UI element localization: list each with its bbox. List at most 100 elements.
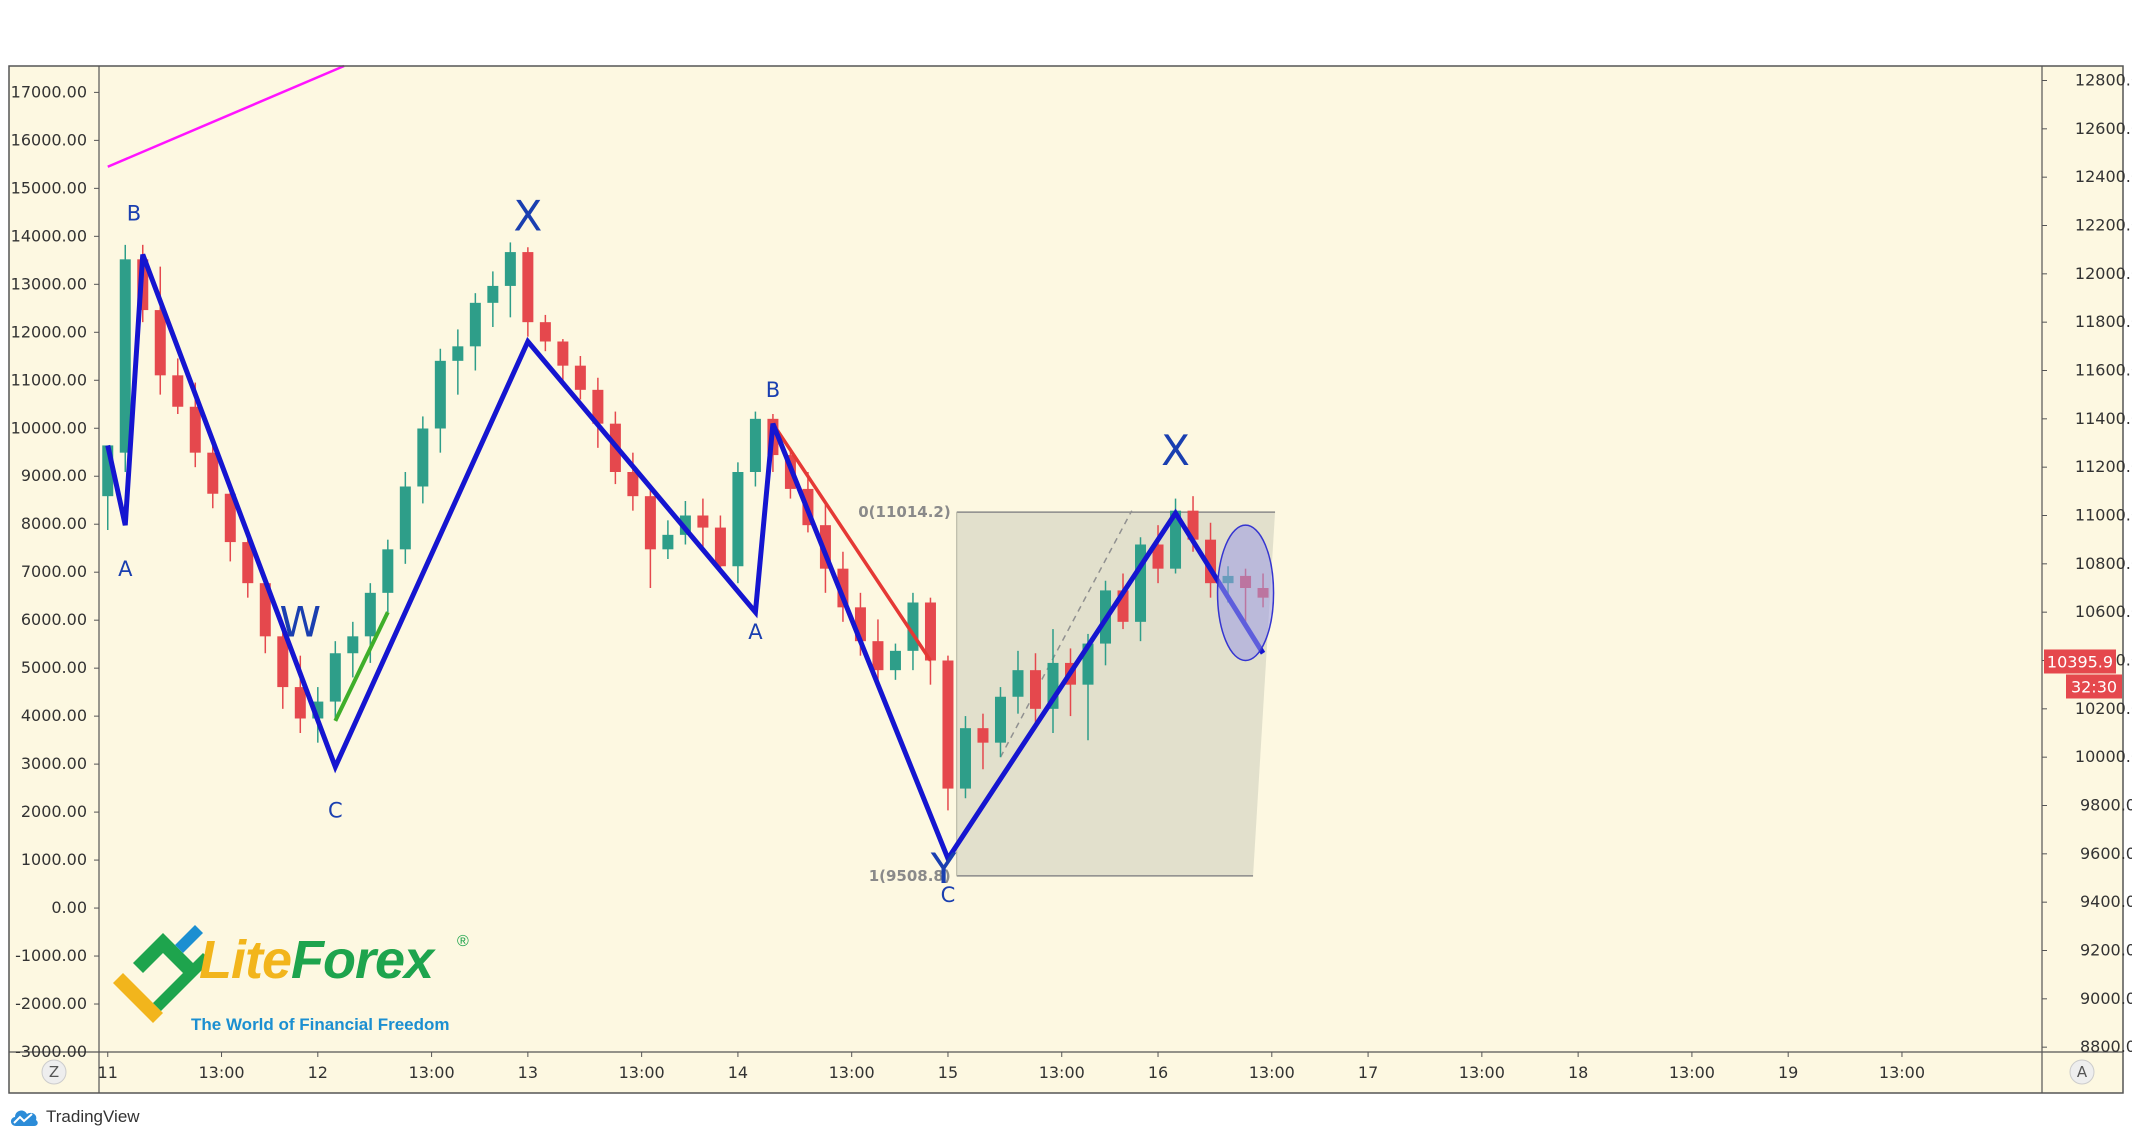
time-tick-label: 11 xyxy=(98,1063,118,1082)
fib-zone xyxy=(956,512,1276,876)
left-tick-label: -2000.00 xyxy=(15,994,87,1013)
candle-body xyxy=(994,696,1006,743)
candle xyxy=(977,713,989,770)
left-tick-label: -1000.00 xyxy=(15,946,87,965)
left-tick-label: 0.00 xyxy=(51,898,87,917)
wave-label-b: B xyxy=(127,202,141,226)
wave-label-x: X xyxy=(1161,426,1190,475)
candle-body xyxy=(294,687,306,719)
candle-body xyxy=(102,445,114,497)
left-tick-label: 16000.00 xyxy=(11,130,87,149)
left-tick-label: 17000.00 xyxy=(11,82,87,101)
candle xyxy=(469,293,481,371)
candle-body xyxy=(364,592,376,637)
candle xyxy=(242,534,254,598)
red-trend-line xyxy=(771,422,932,662)
candle xyxy=(942,655,954,811)
candle-body xyxy=(469,302,481,347)
liteforex-emblem-icon xyxy=(113,925,211,1023)
candle-body xyxy=(242,542,254,584)
left-tick-label: 1000.00 xyxy=(21,850,87,869)
tradingview-brand-name: TradingView xyxy=(46,1107,140,1126)
candle-body xyxy=(1047,662,1059,709)
time-tick-label: 14 xyxy=(728,1063,748,1082)
candle-body xyxy=(959,728,971,789)
candle xyxy=(592,377,604,448)
right-tick-label: 8800.0 xyxy=(2080,1037,2132,1056)
candle-body xyxy=(522,252,534,323)
candle xyxy=(1152,525,1164,584)
elliott-wave-path xyxy=(105,253,1266,865)
countdown-tag xyxy=(2066,674,2122,699)
candle xyxy=(574,356,586,400)
left-tick-label: 2000.00 xyxy=(21,802,87,821)
candle-body xyxy=(889,650,901,671)
candlestick-series xyxy=(102,242,1269,811)
candle-body xyxy=(1012,670,1024,697)
candle-body xyxy=(749,418,761,472)
candle-body xyxy=(627,472,639,497)
candle-body xyxy=(557,341,569,366)
right-tick-label: 12400.0 xyxy=(2075,167,2132,186)
time-tick-label: 13:00 xyxy=(1459,1063,1505,1082)
right-tick-label: 12000.0 xyxy=(2075,264,2132,283)
tradingview-cloud-icon xyxy=(10,1110,38,1126)
candle-body xyxy=(172,375,184,407)
wave-label-a: A xyxy=(118,557,133,581)
time-tick-label: 13 xyxy=(518,1063,538,1082)
candle-body xyxy=(1152,544,1164,569)
candle xyxy=(924,597,936,685)
candle xyxy=(749,411,761,487)
logo-wordmark: LiteForex xyxy=(199,929,434,991)
candle xyxy=(994,687,1006,758)
candle-body xyxy=(1082,643,1094,685)
candle-body xyxy=(819,525,831,569)
wave-label-y: Y xyxy=(930,844,957,893)
highlight-ellipse xyxy=(1216,524,1275,662)
candle xyxy=(1205,522,1217,598)
candle-body xyxy=(399,486,411,550)
fib-level-1-label: 1(9508.8) xyxy=(869,867,951,885)
right-tick-label: 12600.0 xyxy=(2075,119,2132,138)
candle-body xyxy=(329,653,341,702)
candle xyxy=(1082,633,1094,741)
candle-body xyxy=(854,607,866,642)
time-tick-label: 13:00 xyxy=(619,1063,665,1082)
axis-scale-button-left xyxy=(41,1059,67,1085)
time-tick-label: 19 xyxy=(1778,1063,1798,1082)
logo-tagline: The World of Financial Freedom xyxy=(191,1015,450,1034)
candle-body xyxy=(452,346,464,361)
time-tick-label: 18 xyxy=(1568,1063,1588,1082)
candle-body xyxy=(224,493,236,543)
wave-label-w: W xyxy=(280,597,322,646)
tradingview-brand[interactable]: TradingView xyxy=(8,1104,140,1130)
left-tick-label: 14000.00 xyxy=(11,226,87,245)
current-price-label: 10395.9 xyxy=(2047,652,2113,671)
candle-body xyxy=(644,496,656,550)
fibonacci-retracement: 0(11014.2) 1(9508.8) xyxy=(858,503,1276,885)
candle xyxy=(539,314,551,352)
candle-body xyxy=(119,259,131,453)
left-tick-label: 9000.00 xyxy=(21,466,87,485)
axis-scale-button-right-label: A xyxy=(2077,1063,2088,1081)
candle xyxy=(1135,537,1147,642)
candle-body xyxy=(697,515,709,528)
time-tick-label: 13:00 xyxy=(1249,1063,1295,1082)
left-tick-label: 12000.00 xyxy=(11,322,87,341)
candle-body xyxy=(1170,510,1182,569)
candle xyxy=(504,242,516,318)
left-tick-label: 11000.00 xyxy=(11,370,87,389)
candle xyxy=(627,452,639,511)
current-price-tag xyxy=(2044,649,2116,674)
right-tick-label: 10000.0 xyxy=(2075,747,2132,766)
candle xyxy=(557,339,569,385)
left-tick-label: 3000.00 xyxy=(21,754,87,773)
candle xyxy=(959,716,971,799)
candle xyxy=(102,445,114,530)
candle xyxy=(1012,650,1024,714)
logo-word-forex: Forex xyxy=(291,930,434,990)
time-tick-label: 16 xyxy=(1148,1063,1168,1082)
candle xyxy=(714,515,726,574)
